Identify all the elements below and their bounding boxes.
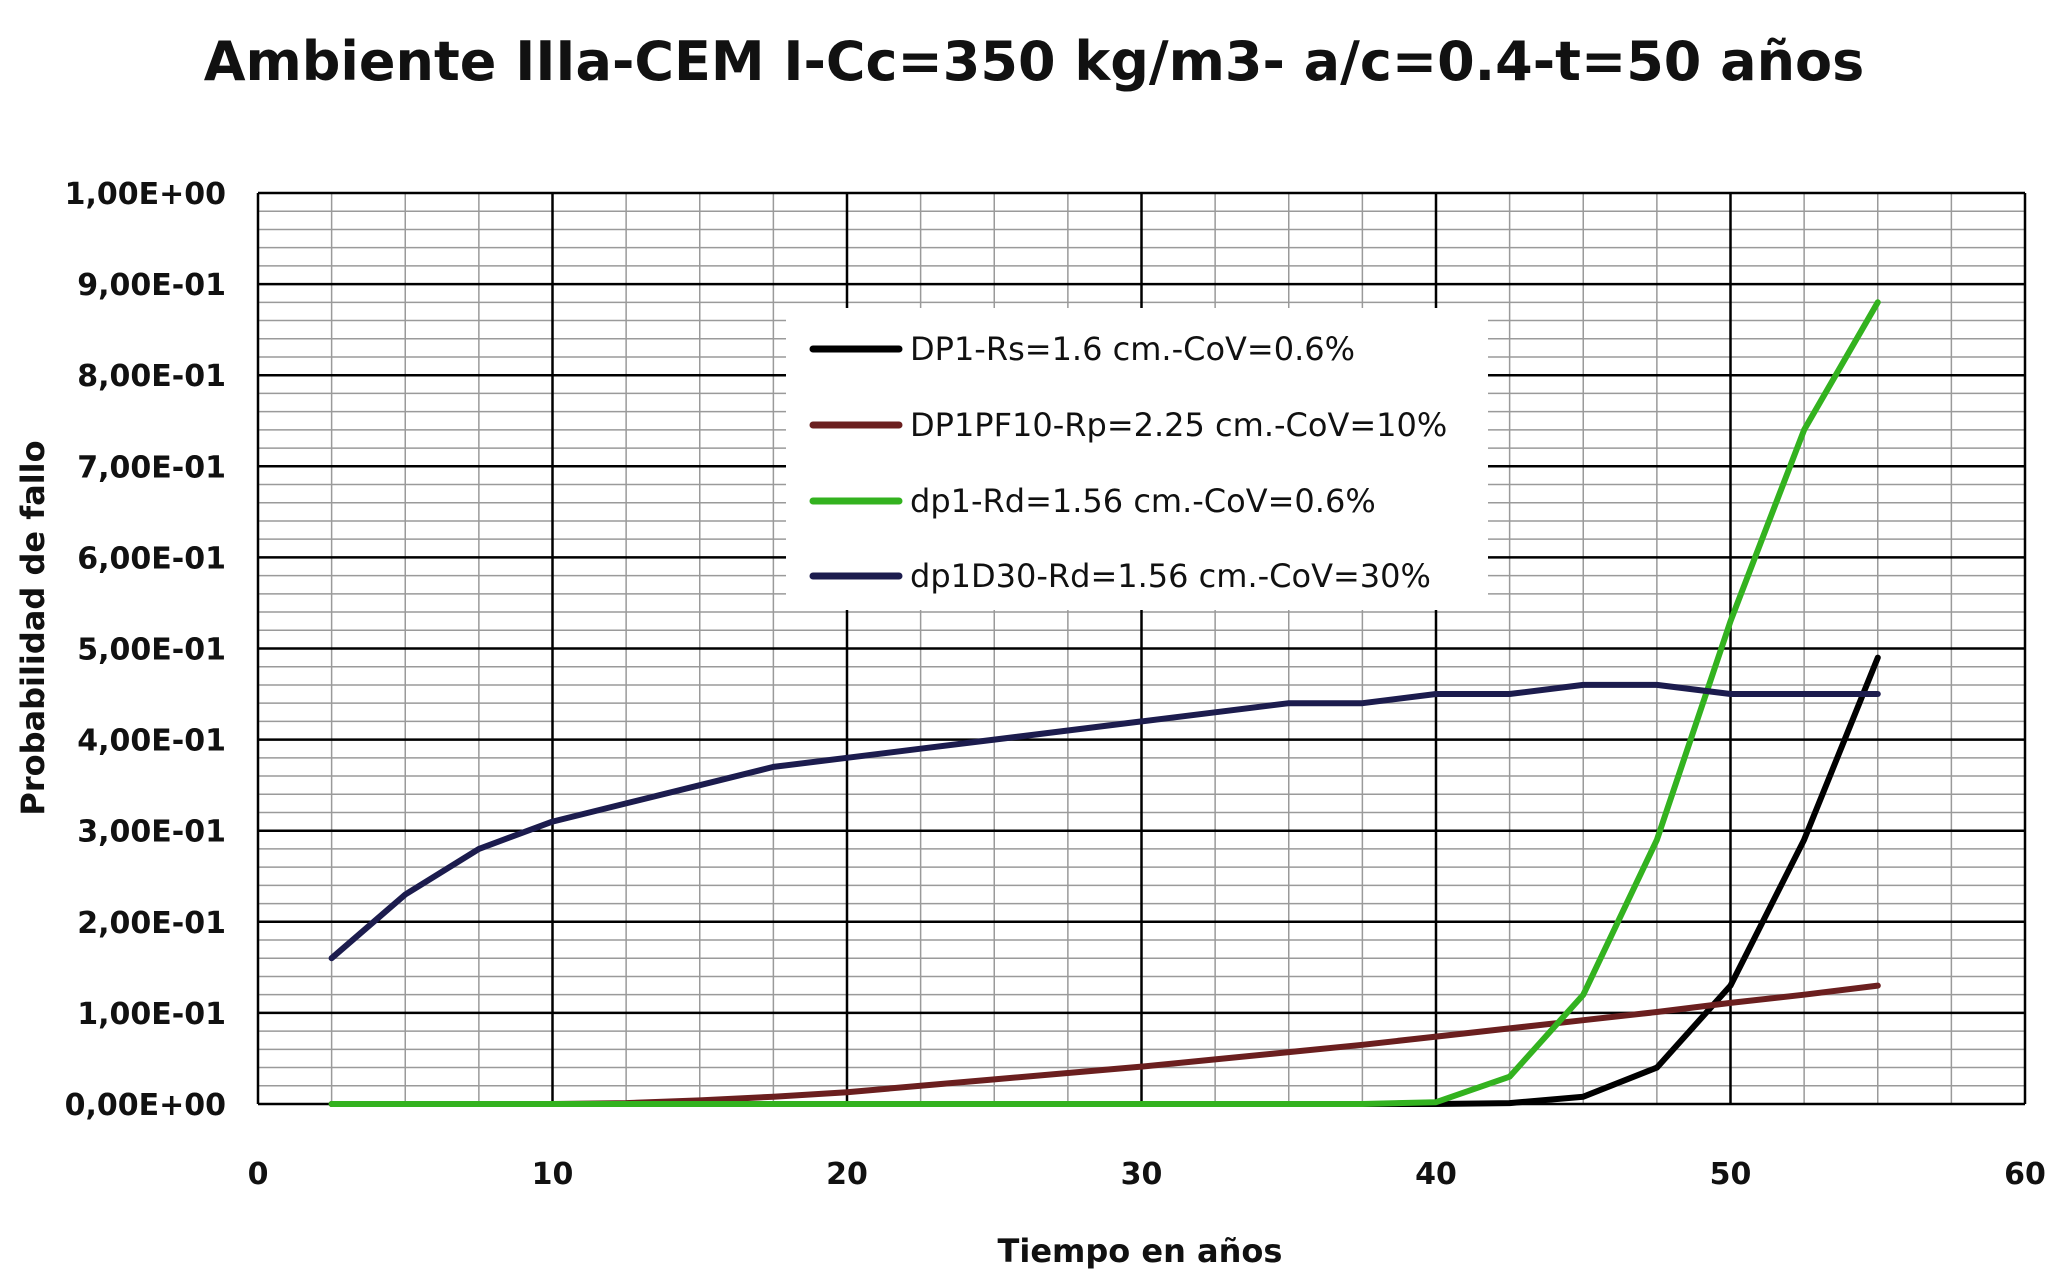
y-tick-label: 9,00E-01 [77, 268, 226, 303]
axes: 0 10 20 30 40 50 60 0,00E+00 1,00E-01 2,00E-01 3,0… [65, 177, 2046, 1192]
y-tick-label: 5,00E-01 [77, 633, 226, 668]
legend-label: DP1PF10-Rp=2.25 cm.-CoV=10% [910, 406, 1447, 444]
x-tick-label: 50 [1710, 1157, 1752, 1192]
legend-label: dp1-Rd=1.56 cm.-CoV=0.6% [910, 482, 1376, 520]
x-axis-label: Tiempo en años [998, 1232, 1283, 1270]
y-tick-label: 6,00E-01 [77, 541, 226, 576]
y-tick-label: 7,00E-01 [77, 450, 226, 485]
y-tick-label: 1,00E+00 [65, 177, 226, 212]
series-lines [328, 299, 1881, 1107]
y-tick-label: 4,00E-01 [77, 724, 226, 759]
y-axis-label: Probabilidad de fallo [14, 440, 52, 815]
y-tick-label: 0,00E+00 [65, 1088, 226, 1123]
y-tick-label: 3,00E-01 [77, 815, 226, 850]
x-tick-label: 0 [248, 1157, 269, 1192]
x-tick-label: 60 [2004, 1157, 2046, 1192]
series-line-3 [328, 299, 1881, 1107]
legend: DP1-Rs=1.6 cm.-CoV=0.6% DP1PF10-Rp=2.25 c… [786, 308, 1488, 610]
x-tick-label: 10 [532, 1157, 574, 1192]
legend-label: dp1D30-Rd=1.56 cm.-CoV=30% [910, 557, 1431, 595]
x-tick-label: 30 [1121, 1157, 1163, 1192]
series-line-4 [328, 681, 1881, 962]
legend-box [786, 308, 1488, 610]
x-tick-label: 40 [1415, 1157, 1457, 1192]
y-tick-label: 8,00E-01 [77, 359, 226, 394]
chart-title: Ambiente IIIa-CEM I-Cc=350 kg/m3- a/c=0.… [204, 30, 1865, 93]
y-tick-label: 2,00E-01 [77, 906, 226, 941]
y-tick-label: 1,00E-01 [77, 997, 226, 1032]
x-tick-label: 20 [826, 1157, 868, 1192]
legend-label: DP1-Rs=1.6 cm.-CoV=0.6% [910, 330, 1355, 368]
